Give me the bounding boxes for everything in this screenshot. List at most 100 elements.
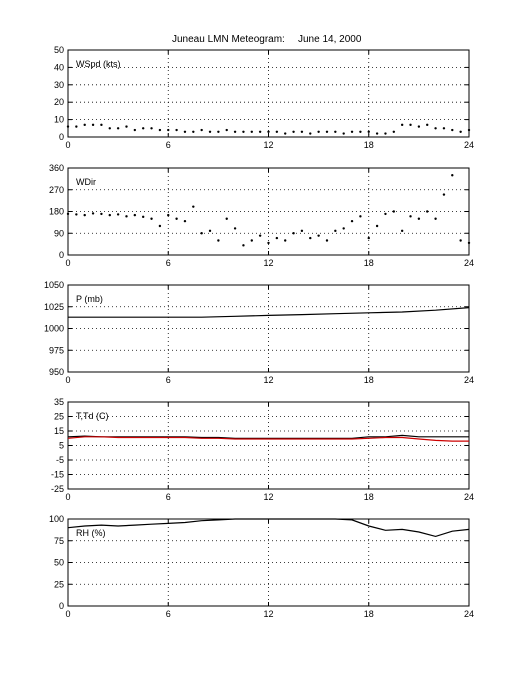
data-point: [342, 132, 345, 135]
data-point: [75, 125, 78, 128]
x-tick-label: 12: [263, 609, 273, 619]
y-tick-label: 0: [59, 601, 64, 611]
x-tick-label: 6: [166, 609, 171, 619]
y-tick-label: -15: [51, 470, 64, 480]
y-tick-label: 20: [54, 97, 64, 107]
data-point: [342, 227, 345, 230]
y-tick-label: 1025: [44, 302, 64, 312]
data-point: [317, 130, 320, 133]
data-point: [375, 224, 379, 228]
data-point: [350, 219, 354, 223]
data-point: [175, 217, 178, 220]
y-tick-label: 100: [49, 514, 64, 524]
data-point: [242, 130, 245, 133]
panel-label: WSpd (kts): [76, 59, 121, 69]
panel-1: 0 90 180 270 360 0 6 12 18 24 WDir: [49, 163, 474, 268]
data-point: [325, 130, 329, 133]
data-point: [275, 130, 279, 133]
y-tick-label: 1000: [44, 324, 64, 334]
data-point: [108, 127, 111, 130]
data-point: [217, 239, 220, 242]
data-point: [100, 123, 103, 127]
data-point: [208, 229, 212, 233]
data-point: [267, 130, 270, 133]
x-tick-label: 18: [364, 258, 374, 268]
data-point: [167, 213, 170, 217]
panel-4: 0 25 50 75 100 0 6 12 18 24 RH (%): [49, 514, 474, 619]
data-point: [83, 123, 86, 127]
data-point: [225, 128, 228, 132]
data-point: [158, 128, 162, 132]
panel-2: 950 975 1000 1025 1050 0 6 12 18 24 P (mb): [44, 280, 474, 385]
x-tick-label: 24: [464, 140, 474, 150]
series-line-0: [67, 518, 470, 538]
data-point: [392, 210, 396, 213]
data-point: [192, 205, 195, 208]
data-point: [167, 128, 170, 132]
data-point: [91, 212, 95, 215]
x-tick-label: 0: [65, 492, 70, 502]
x-tick-label: 24: [464, 258, 474, 268]
data-point: [409, 215, 412, 218]
data-point: [258, 234, 262, 237]
data-point: [116, 127, 120, 130]
data-point: [158, 224, 162, 228]
y-tick-label: 270: [49, 185, 64, 195]
data-point: [208, 130, 212, 133]
data-point: [400, 229, 404, 233]
x-tick-label: 6: [166, 492, 171, 502]
data-point: [409, 123, 412, 127]
data-point: [150, 127, 153, 130]
data-point: [426, 210, 429, 213]
data-point: [183, 219, 187, 223]
x-tick-label: 12: [263, 140, 273, 150]
panel-frame: [67, 49, 470, 138]
x-tick-label: 18: [364, 492, 374, 502]
data-point: [300, 130, 304, 133]
data-point: [459, 130, 462, 133]
y-tick-label: 180: [49, 207, 64, 217]
y-tick-label: 10: [54, 115, 64, 125]
y-tick-label: 90: [54, 228, 64, 238]
panel-label: T,Td (C): [76, 411, 109, 421]
data-point: [417, 125, 421, 128]
data-point: [192, 130, 195, 133]
panel-3: -25 -15 -5 5 15 25 35 0 6 12 18 24 T,Td (C): [51, 397, 474, 502]
series-line-0: [67, 434, 469, 439]
data-point: [66, 212, 70, 216]
data-point: [317, 234, 320, 237]
y-tick-label: -5: [56, 455, 64, 465]
x-tick-label: 6: [166, 258, 171, 268]
data-point: [350, 130, 354, 133]
data-point: [367, 236, 370, 240]
data-point: [125, 215, 128, 218]
x-tick-label: 0: [65, 258, 70, 268]
data-point: [300, 229, 304, 233]
data-point: [442, 193, 446, 196]
y-tick-label: 75: [54, 536, 64, 546]
data-point: [459, 239, 462, 242]
x-tick-label: 24: [464, 609, 474, 619]
data-point: [250, 130, 253, 133]
y-tick-label: 0: [59, 250, 64, 260]
data-point: [242, 244, 245, 247]
data-point: [175, 128, 178, 132]
x-tick-label: 18: [364, 609, 374, 619]
data-point: [467, 241, 471, 245]
y-tick-label: 25: [54, 412, 64, 422]
data-point: [367, 130, 370, 133]
data-point: [267, 241, 270, 245]
x-tick-label: 18: [364, 140, 374, 150]
data-point: [284, 239, 287, 242]
data-point: [250, 239, 253, 242]
data-point: [309, 132, 312, 135]
y-tick-label: 15: [54, 426, 64, 436]
data-point: [150, 217, 153, 220]
data-point: [400, 123, 404, 127]
x-tick-label: 24: [464, 492, 474, 502]
data-point: [426, 123, 429, 127]
series-line-1: [67, 436, 469, 442]
data-point: [200, 128, 203, 132]
x-tick-label: 0: [65, 609, 70, 619]
